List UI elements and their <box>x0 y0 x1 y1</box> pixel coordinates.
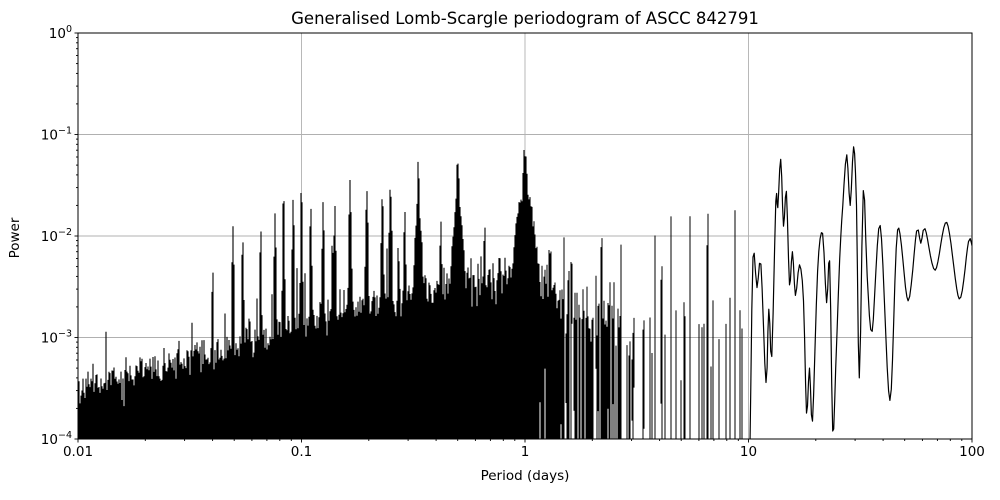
x-tick-label: 10 <box>740 444 757 460</box>
x-tick-label: 0.1 <box>291 444 312 460</box>
x-tick-label: 1 <box>521 444 530 460</box>
y-tick-label: 10−4 <box>41 430 72 448</box>
x-axis-label: Period (days) <box>481 468 570 484</box>
y-tick-label: 10−1 <box>41 126 72 144</box>
y-tick-label: 100 <box>49 24 72 42</box>
y-tick-label: 10−2 <box>41 227 72 245</box>
periodogram-series <box>78 146 972 439</box>
periodogram-smooth-tail <box>749 146 972 439</box>
y-tick-label: 10−3 <box>41 329 72 347</box>
y-axis-label: Power <box>7 217 23 258</box>
x-tick-label: 100 <box>959 444 985 460</box>
periodogram-striped-region <box>532 210 743 439</box>
periodogram-dense-region <box>78 150 533 439</box>
x-tick-label: 0.01 <box>63 444 93 460</box>
axis-tick-labels: 0.01 0.1 1 10 100 100 10−1 10−2 10−3 10−4 <box>41 24 985 460</box>
axis-ticks <box>74 32 973 443</box>
chart-title: Generalised Lomb-Scargle periodogram of … <box>291 9 759 28</box>
